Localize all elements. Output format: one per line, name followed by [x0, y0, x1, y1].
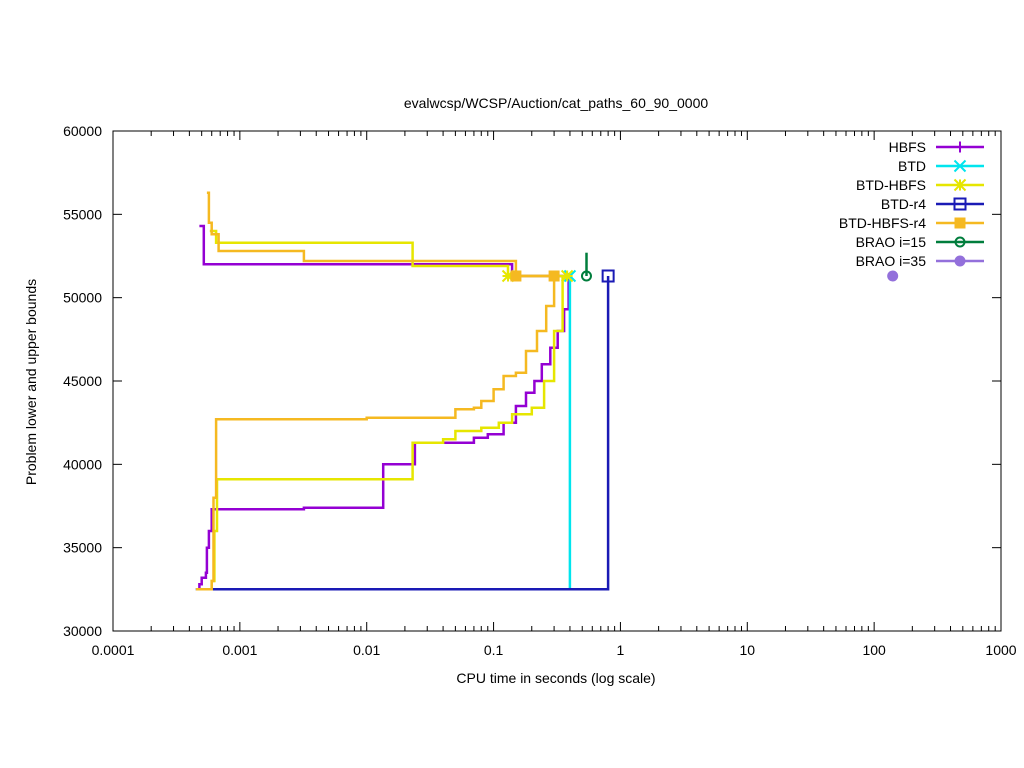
- data-point: [548, 270, 560, 282]
- x-axis-label: CPU time in seconds (log scale): [456, 670, 655, 686]
- legend-label-0: HBFS: [889, 139, 926, 155]
- legend-label-1: BTD: [898, 158, 926, 174]
- series-brao-i-35: [887, 270, 899, 282]
- y-axis-label: Problem lower and upper bounds: [23, 279, 39, 485]
- y-tick-label-2: 40000: [63, 456, 102, 472]
- y-tick-label-6: 60000: [63, 123, 102, 139]
- lower-bound-line: [195, 276, 570, 591]
- data-point: [601, 269, 615, 283]
- plot-area: [195, 191, 899, 591]
- legend-marker-0: [954, 141, 966, 153]
- legend-marker-2: [953, 178, 967, 192]
- lower-bound-line: [195, 276, 610, 591]
- legend-marker-1: [953, 159, 967, 173]
- y-tick-label-4: 50000: [63, 290, 102, 306]
- x-tick-label-7: 1000: [985, 642, 1016, 658]
- x-tick-label-1: 0.001: [222, 642, 257, 658]
- legend-marker-6: [954, 255, 966, 267]
- data-point: [580, 270, 592, 282]
- series-brao-i-15: [580, 252, 592, 282]
- y-tick-label-3: 45000: [63, 373, 102, 389]
- legend-label-3: BTD-r4: [881, 196, 926, 212]
- chart-title: evalwcsp/WCSP/Auction/cat_paths_60_90_00…: [404, 95, 709, 111]
- legend-label-2: BTD-HBFS: [856, 177, 926, 193]
- data-point: [501, 269, 515, 283]
- upper-bound-line: [206, 191, 555, 278]
- y-tick-label-5: 55000: [63, 206, 102, 222]
- x-tick-label-5: 10: [739, 642, 755, 658]
- x-tick-label-2: 0.01: [353, 642, 380, 658]
- y-tick-label-0: 30000: [63, 623, 102, 639]
- legend-label-6: BRAO i=35: [856, 253, 927, 269]
- x-tick-label-4: 1: [617, 642, 625, 658]
- lower-bound-line: [195, 276, 572, 591]
- data-point: [510, 270, 522, 282]
- series-btd-hbfs: [206, 229, 574, 591]
- lower-bound-line: [206, 276, 564, 591]
- series-btd-hbfs-r4: [195, 191, 560, 591]
- legend-marker-4: [954, 217, 966, 229]
- data-point: [560, 269, 574, 283]
- legend-marker-3: [953, 197, 967, 211]
- plot-frame: [112, 130, 1002, 632]
- legend-marker-5: [954, 236, 966, 248]
- y-tick-label-1: 35000: [63, 540, 102, 556]
- series-btd: [195, 269, 577, 591]
- data-point: [887, 270, 899, 282]
- series-btd-r4: [195, 269, 615, 591]
- x-tick-label-3: 0.1: [484, 642, 504, 658]
- x-tick-label-6: 100: [862, 642, 886, 658]
- x-tick-label-0: 0.0001: [92, 642, 135, 658]
- lower-bound-line: [195, 276, 556, 591]
- upper-bound-line: [209, 229, 568, 278]
- legend-label-5: BRAO i=15: [856, 234, 927, 250]
- legend-label-4: BTD-HBFS-r4: [839, 215, 926, 231]
- legend: HBFS BTD BTD-HBFS BTD-r4 BTD-HBFS-r4 BRAO i=1…: [839, 139, 984, 269]
